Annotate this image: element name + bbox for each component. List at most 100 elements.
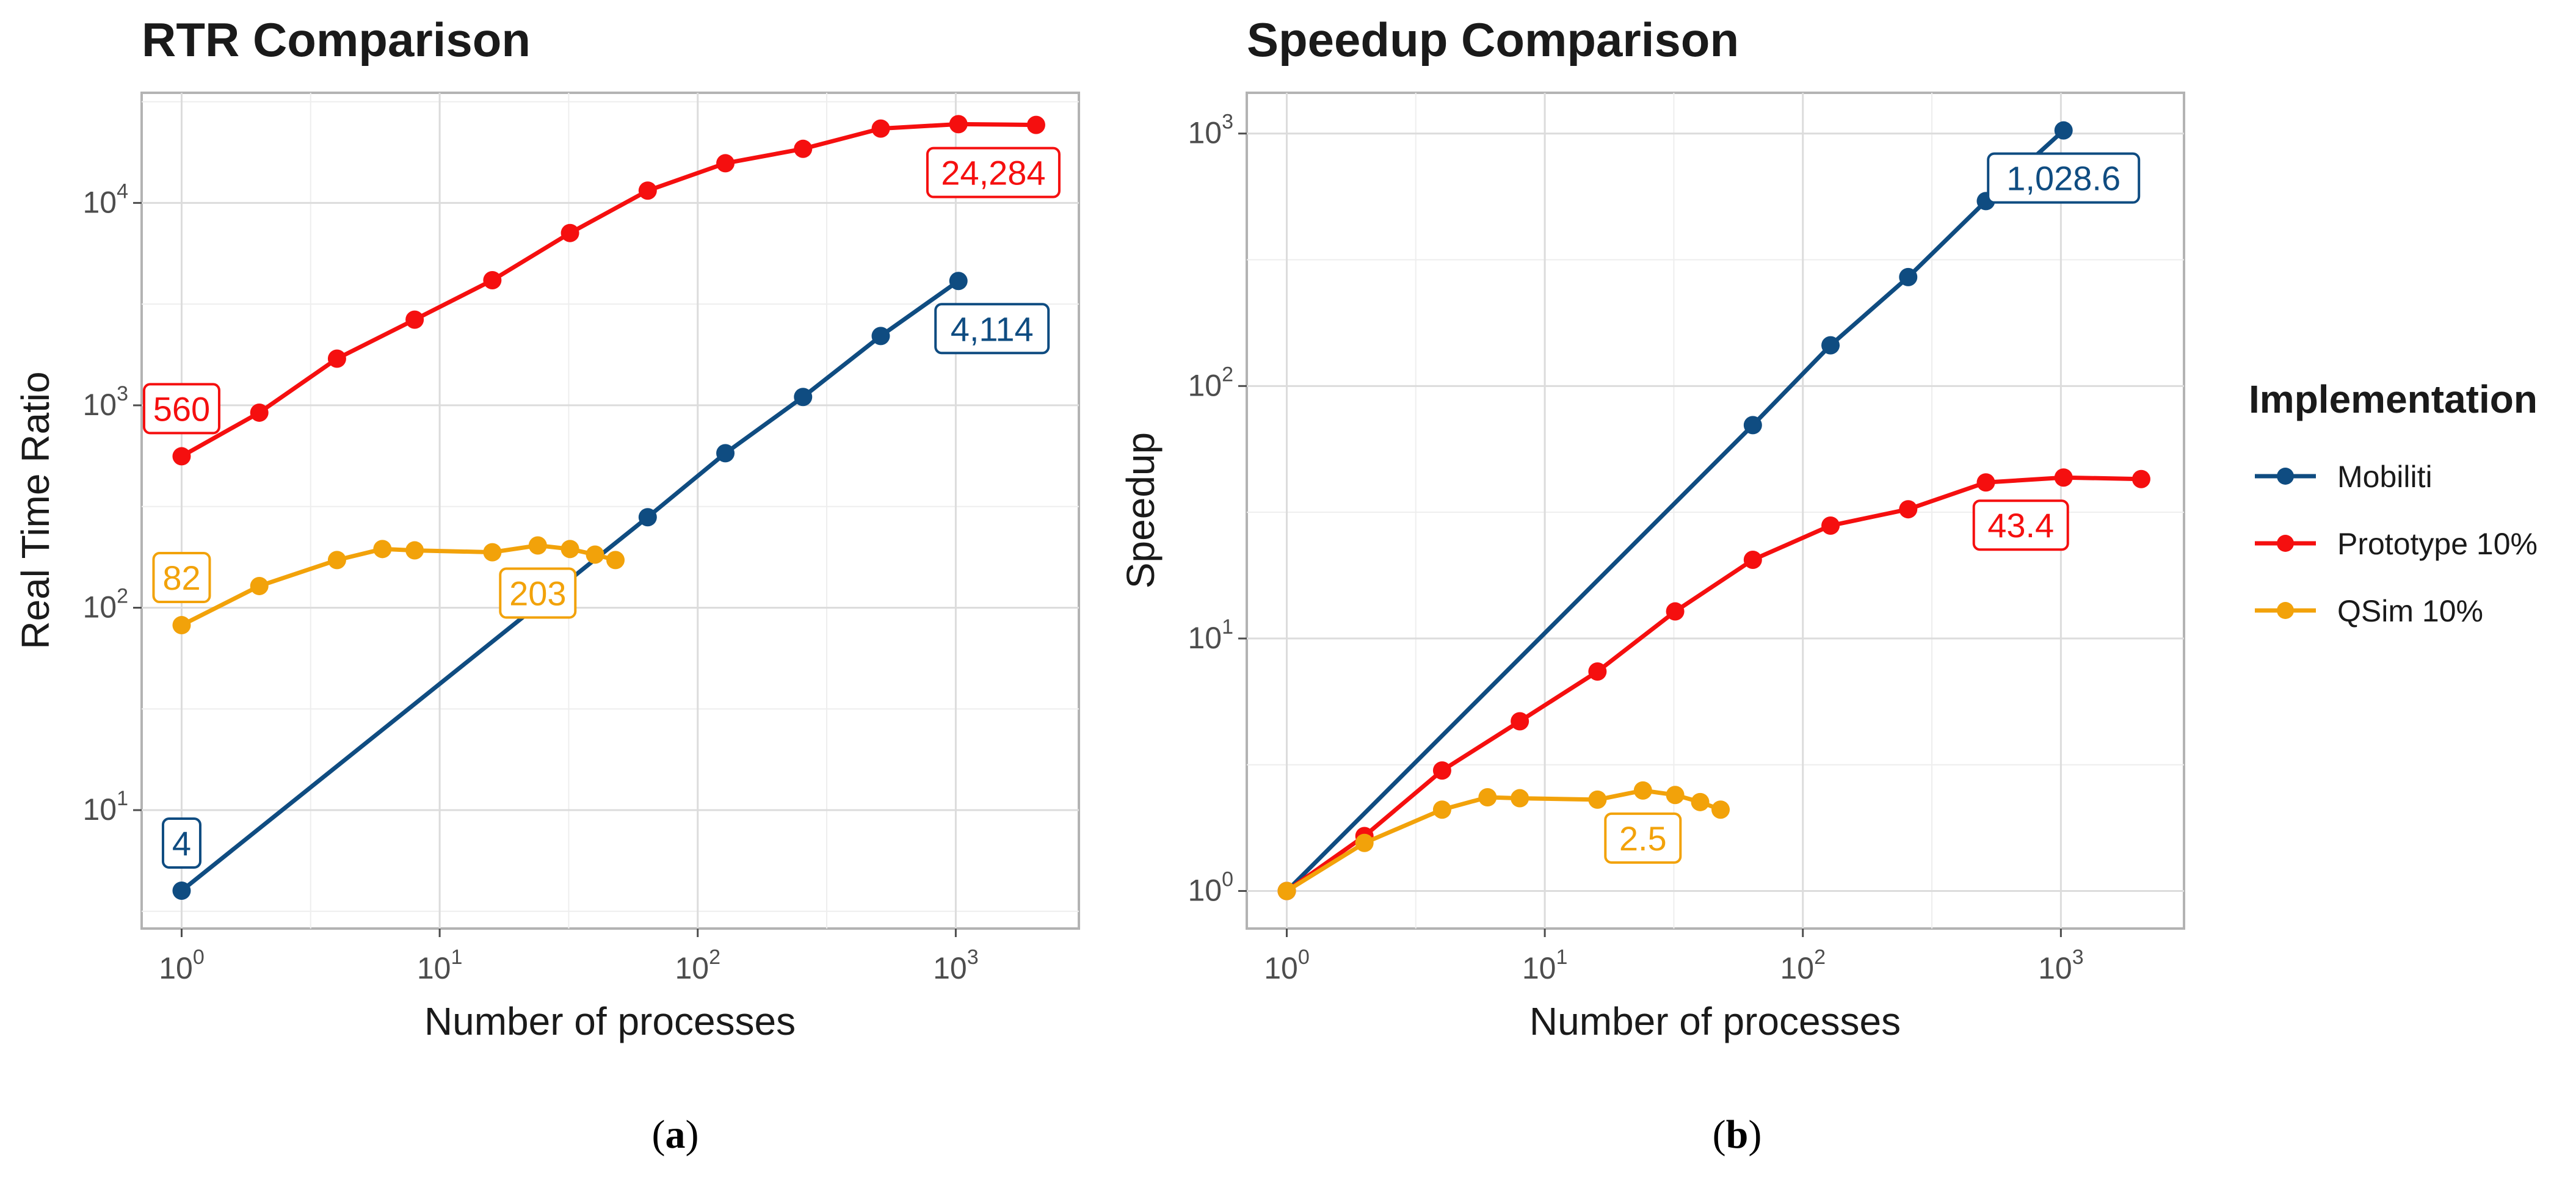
data-point-prototype-10 (1588, 662, 1607, 681)
legend-label: Prototype 10% (2337, 527, 2538, 561)
data-point-mobiliti (172, 881, 191, 900)
data-point-prototype-10 (1899, 500, 1918, 519)
data-point-mobiliti (638, 508, 657, 527)
data-point-qsim-10 (606, 551, 625, 570)
tick-label: 100 (159, 946, 205, 985)
legend-key-point (2277, 468, 2294, 485)
series-line-qsim-10 (180, 543, 616, 628)
data-label-text: 24,284 (941, 154, 1045, 192)
caption-close: ) (1748, 1112, 1761, 1157)
data-point-qsim-10 (1432, 800, 1451, 819)
data-point-qsim-10 (405, 541, 424, 560)
data-label-box (499, 567, 577, 619)
chart-title: RTR Comparison (142, 13, 531, 67)
data-point-qsim-10 (1633, 781, 1652, 800)
data-point-mobiliti (2054, 121, 2073, 140)
data-point-prototype-10 (1976, 473, 1995, 492)
x-axis-title: Number of processes (1529, 999, 1901, 1043)
tick-label: 103 (82, 382, 128, 422)
data-label-text: 4 (172, 824, 191, 863)
tick-label: 102 (675, 946, 720, 985)
chart-rtr: RTR Comparison 100 101 102 103101102103104 … (13, 13, 1080, 1157)
tick-label: 100 (1188, 867, 1233, 907)
data-point-prototype-10 (327, 349, 346, 368)
legend-key-point (2277, 535, 2294, 552)
data-label-text: 1,028.6 (2006, 159, 2121, 198)
data-label: 203 (499, 567, 577, 619)
data-point-qsim-10 (373, 540, 392, 559)
axes: 100 101 102 103 101 102 103 104 (82, 179, 978, 985)
data-point-qsim-10 (586, 545, 604, 564)
data-label-text: 560 (153, 389, 210, 428)
tick-label: 103 (933, 946, 979, 985)
data-point-qsim-10 (1711, 800, 1730, 819)
legend-key-point (2277, 602, 2294, 619)
data-label: 4,114 (934, 303, 1050, 355)
data-label: 2.5 (1604, 812, 1682, 864)
data-label-box (1604, 812, 1682, 864)
data-point-qsim-10 (1666, 786, 1685, 805)
data-point-qsim-10 (1478, 788, 1497, 807)
data-label: 4 (161, 817, 201, 869)
data-point-prototype-10 (1743, 550, 1762, 569)
data-label-text: 203 (509, 574, 566, 613)
data-point-prototype-10 (1432, 761, 1451, 780)
panel-caption: (b) (1713, 1112, 1762, 1157)
data-point-mobiliti (1899, 267, 1918, 286)
data-point-prototype-10 (2054, 468, 2073, 487)
data-point-qsim-10 (1277, 882, 1296, 900)
tick-label: 102 (1780, 946, 1826, 985)
tick-label: 101 (417, 946, 463, 985)
caption-open: ( (652, 1112, 666, 1157)
caption-letter: b (1726, 1112, 1749, 1157)
tick-label: 103 (1188, 110, 1233, 150)
caption-letter: a (666, 1112, 686, 1157)
data-point-qsim-10 (528, 536, 547, 555)
data-label-text: 82 (162, 559, 200, 597)
data-point-prototype-10 (250, 403, 269, 422)
y-axis-title: Speedup (1119, 432, 1163, 588)
data-label: 560 (142, 383, 220, 435)
data-label-box (142, 383, 220, 435)
legend-label: Mobiliti (2337, 460, 2433, 494)
data-label: 24,284 (926, 147, 1061, 198)
data-point-mobiliti (1821, 336, 1840, 355)
tick-label: 102 (82, 584, 128, 624)
legend: Implementation Mobiliti Prototype 10% QS… (2249, 377, 2538, 628)
data-point-prototype-10 (1666, 602, 1685, 621)
chart-title: Speedup Comparison (1247, 13, 1739, 67)
tick-label: 101 (82, 787, 128, 827)
legend-label: QSim 10% (2337, 594, 2483, 628)
data-point-prototype-10 (2132, 469, 2150, 488)
caption-open: ( (1713, 1112, 1726, 1157)
data-point-qsim-10 (1691, 792, 1710, 811)
data-point-qsim-10 (172, 616, 191, 635)
data-point-prototype-10 (716, 154, 735, 173)
x-axis-title: Number of processes (424, 999, 796, 1043)
annotations: 1,028.6 43.4 2.5 (1604, 152, 2141, 864)
series-group (172, 115, 1045, 900)
data-point-qsim-10 (250, 576, 269, 595)
tick-label: 101 (1188, 615, 1233, 655)
series-group (1277, 121, 2150, 900)
data-point-prototype-10 (483, 271, 502, 290)
tick-label: 102 (1188, 363, 1233, 402)
data-point-qsim-10 (1588, 790, 1607, 809)
data-label-box (1972, 499, 2069, 551)
tick-label: 100 (1264, 946, 1310, 985)
plot-panel (140, 92, 1080, 930)
legend-item-mobiliti: Mobiliti (2255, 460, 2433, 494)
annotations: 560 24,284 4,114 4 82 203 (142, 147, 1061, 869)
data-point-prototype-10 (561, 223, 579, 242)
data-point-mobiliti (716, 444, 735, 463)
data-point-prototype-10 (1026, 115, 1045, 134)
data-point-qsim-10 (483, 543, 502, 562)
data-point-qsim-10 (1355, 833, 1374, 852)
grid (142, 93, 1079, 929)
data-point-mobiliti (1743, 416, 1762, 435)
data-point-qsim-10 (561, 540, 579, 559)
caption-close: ) (686, 1112, 699, 1157)
legend-item-qsim: QSim 10% (2255, 594, 2483, 628)
data-point-prototype-10 (405, 310, 424, 329)
